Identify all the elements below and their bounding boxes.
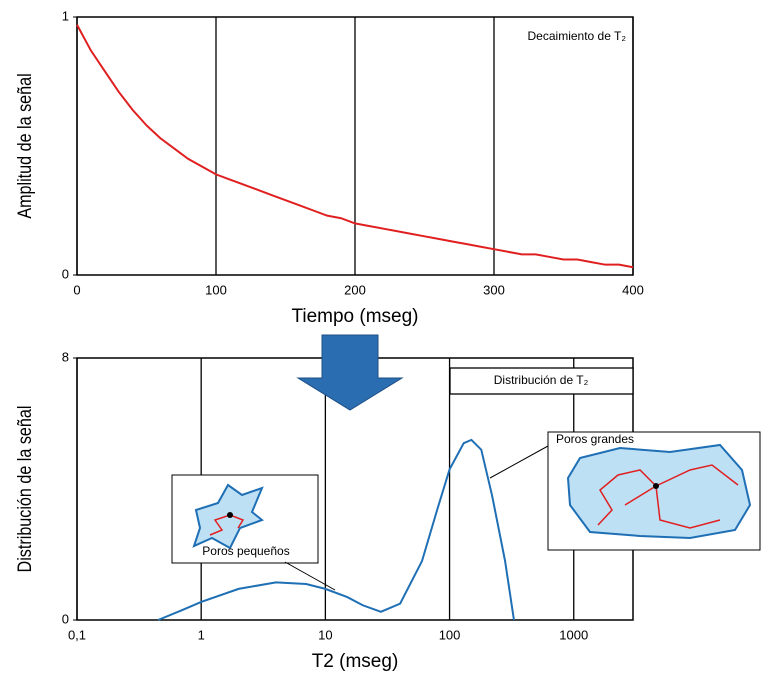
x-axis-label: T2 (mseg) xyxy=(312,651,399,672)
inset-small xyxy=(171,474,319,564)
chart-title: Distribución de T₂ xyxy=(494,373,589,387)
y-tick-label: 1 xyxy=(62,8,69,23)
x-tick-label: 0,1 xyxy=(68,627,86,642)
x-axis-label: Tiempo (mseg) xyxy=(291,306,418,327)
x-tick-label: 400 xyxy=(622,282,644,297)
x-tick-label: 1000 xyxy=(559,627,588,642)
y-tick-label: 0 xyxy=(62,266,69,281)
x-tick-label: 100 xyxy=(205,282,227,297)
annotation: Poros grandes xyxy=(556,432,634,446)
x-tick-label: 10 xyxy=(318,627,332,642)
chart-title: Decaimiento de T₂ xyxy=(528,29,627,43)
y-axis-label: Distribución de la señal xyxy=(14,406,36,573)
data-line xyxy=(157,438,515,621)
title-box xyxy=(449,367,634,395)
inset-large xyxy=(547,431,761,551)
x-tick-label: 200 xyxy=(344,282,366,297)
x-tick-label: 300 xyxy=(483,282,505,297)
pointer-line xyxy=(284,561,336,591)
x-tick-label: 100 xyxy=(439,627,461,642)
data-line xyxy=(76,24,634,269)
pointer-line xyxy=(489,445,549,479)
y-tick-label: 8 xyxy=(62,349,69,364)
x-tick-label: 0 xyxy=(73,282,80,297)
y-tick-label: 0 xyxy=(62,611,69,626)
annotation: Poros pequeños xyxy=(202,544,289,558)
x-tick-label: 1 xyxy=(198,627,205,642)
y-axis-label: Amplitud de la señal xyxy=(14,73,36,218)
arrow xyxy=(296,334,404,411)
